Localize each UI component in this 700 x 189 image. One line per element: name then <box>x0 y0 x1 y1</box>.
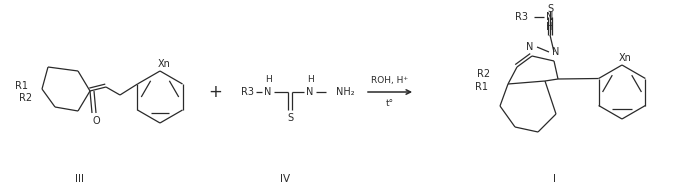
Text: N: N <box>546 12 554 22</box>
Text: Xn: Xn <box>158 59 170 69</box>
Text: H: H <box>307 75 314 84</box>
Text: H: H <box>265 75 272 84</box>
Text: N: N <box>265 87 272 97</box>
Text: III: III <box>76 174 85 184</box>
Text: t°: t° <box>386 98 394 108</box>
Text: O: O <box>92 116 100 126</box>
Text: R3: R3 <box>241 87 255 97</box>
Text: I: I <box>554 174 556 184</box>
Text: N: N <box>552 47 560 57</box>
Text: R2: R2 <box>19 93 32 103</box>
Text: R3: R3 <box>515 12 528 22</box>
Text: +: + <box>208 83 222 101</box>
Text: R1: R1 <box>15 81 28 91</box>
Text: R1: R1 <box>475 82 488 92</box>
Text: N: N <box>526 42 533 52</box>
Text: ROH, H⁺: ROH, H⁺ <box>372 77 409 85</box>
Text: H: H <box>546 22 554 32</box>
Text: R2: R2 <box>477 69 490 79</box>
Text: IV: IV <box>280 174 290 184</box>
Text: S: S <box>287 113 293 123</box>
Text: S: S <box>547 4 553 14</box>
Text: N: N <box>307 87 314 97</box>
Text: NH₂: NH₂ <box>336 87 355 97</box>
Text: Xn: Xn <box>619 53 631 63</box>
